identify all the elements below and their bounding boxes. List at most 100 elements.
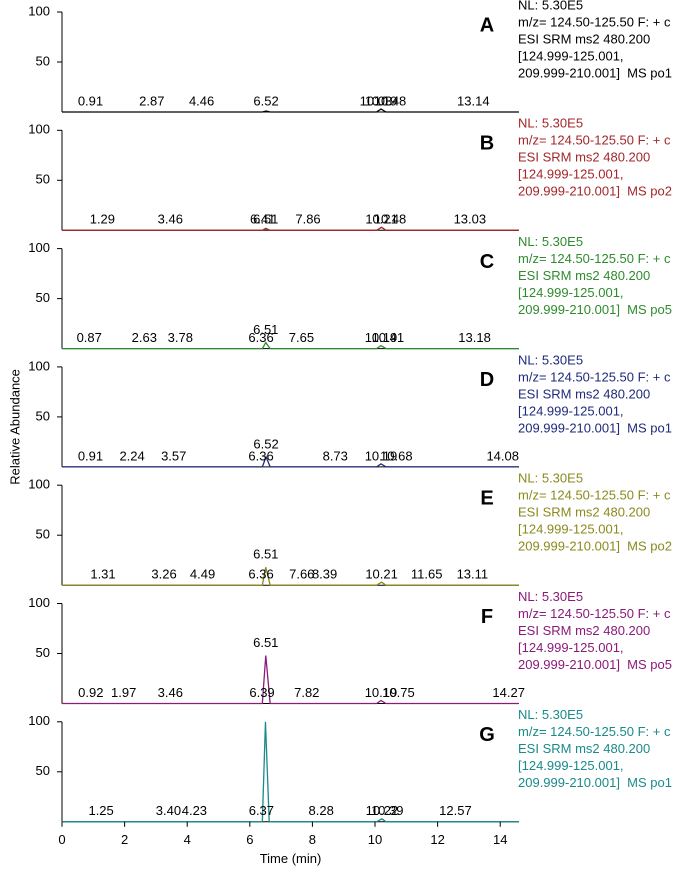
peak-label: 10.48 [374,212,407,227]
info-line: m/z= 124.50-125.50 F: + c [518,133,671,148]
info-line: NL: 5.30E5 [518,707,583,722]
peak-label: 10.19 [365,93,398,108]
peak-label: 3.46 [158,685,183,700]
y-tick-label: 100 [28,595,50,610]
peak-label: 8.73 [323,448,348,463]
peak-label: 2.63 [132,330,157,345]
peak-label: 4.46 [189,93,214,108]
info-line: [124.999-125.001, [518,758,624,773]
info-line: ESI SRM ms2 480.200 [518,31,650,46]
panel-letter letter: F [481,606,493,628]
panel-letter letter: A [480,14,494,36]
y-tick-label: 50 [36,172,50,187]
peak-label: 10.22 [366,803,399,818]
trace [62,721,519,823]
info-line: m/z= 124.50-125.50 F: + c [518,14,671,29]
peak-label: 6.41 [250,212,275,227]
info-line: NL: 5.30E5 [518,352,583,367]
peak-label: 10.41 [372,330,405,345]
y-tick-label: 50 [36,408,50,423]
peak-label: 6.51 [253,635,278,650]
peak-label: 3.78 [168,330,193,345]
peak-label: 10.03 [360,93,393,108]
info-line: [124.999-125.001, [518,522,624,537]
y-tick-label: 50 [36,53,50,68]
x-tick-label: 12 [430,832,444,847]
info-line: m/z= 124.50-125.50 F: + c [518,251,671,266]
peak-label: 0.92 [78,685,103,700]
peak-label: 6.37 [249,803,274,818]
peak-label: 6.52 [253,93,278,108]
peak-label: 12.57 [439,803,472,818]
peak-label: 13.11 [457,567,489,582]
info-line: [124.999-125.001, [518,285,624,300]
panel-letter letter: G [479,724,495,746]
info-line: 209.999-210.001] MS po1 [518,65,672,80]
x-tick-label: 14 [493,832,507,847]
peak-label: 14.08 [486,448,519,463]
x-tick-label: 0 [58,832,65,847]
info-line: ESI SRM ms2 480.200 [518,386,650,401]
x-tick-label: 8 [309,832,316,847]
peak-label: 2.87 [139,93,164,108]
info-line: [124.999-125.001, [518,403,624,418]
info-line: 209.999-210.001] MS po5 [518,302,672,317]
info-line: ESI SRM ms2 480.200 [518,505,650,520]
peak-label: 0.87 [77,330,102,345]
y-tick-label: 100 [28,713,50,728]
peak-label: 8.39 [312,567,337,582]
info-line: ESI SRM ms2 480.200 [518,741,650,756]
panel-letter letter: D [480,369,494,391]
y-tick-label: 100 [28,240,50,255]
peak-label: 7.65 [289,330,314,345]
peak-label: 4.49 [190,567,215,582]
peak-label: 10.19 [365,330,398,345]
peak-label: 1.97 [111,685,136,700]
panel-letter letter: E [480,487,493,509]
y-axis-label: Relative Abundance [7,369,22,485]
peak-label: 10.21 [365,212,398,227]
info-line: 209.999-210.001] MS po1 [518,775,672,790]
peak-label: 3.46 [158,212,183,227]
info-line: ESI SRM ms2 480.200 [518,623,650,638]
peak-label: 6.39 [249,685,274,700]
info-line: [124.999-125.001, [518,48,624,63]
peak-label: 10.68 [380,448,413,463]
x-axis-label: Time (min) [260,851,322,866]
peak-label: 13.14 [457,93,490,108]
info-line: [124.999-125.001, [518,167,624,182]
trace [62,567,519,586]
peak-label: 6.52 [253,436,278,451]
y-tick-label: 50 [36,290,50,305]
info-line: NL: 5.30E5 [518,0,583,12]
peak-label: 10.48 [374,93,407,108]
peak-label: 3.57 [161,448,186,463]
x-tick-label: 2 [121,832,128,847]
info-line: NL: 5.30E5 [518,471,583,486]
peak-label: 8.28 [309,803,334,818]
info-line: m/z= 124.50-125.50 F: + c [518,724,671,739]
peak-label: 6.51 [253,547,278,562]
peak-label: 10.39 [371,803,404,818]
info-line: m/z= 124.50-125.50 F: + c [518,606,671,621]
peak-label: 10.21 [365,567,398,582]
peak-label: 10.19 [365,448,398,463]
info-line: 209.999-210.001] MS po5 [518,657,672,672]
peak-label: 11.65 [411,567,443,582]
panel-letter letter: C [480,251,494,273]
peak-label: 6.36 [248,567,273,582]
y-tick-label: 100 [28,3,50,18]
peak-label: 4.23 [182,803,207,818]
trace [62,226,519,231]
info-line: ESI SRM ms2 480.200 [518,268,650,283]
peak-label: 7.86 [295,212,320,227]
peak-label: 6.36 [248,448,273,463]
peak-label: 0.91 [78,93,103,108]
peak-label: 2.24 [119,448,144,463]
peak-label: 3.40 [156,803,181,818]
y-tick-label: 50 [36,527,50,542]
x-tick-label: 6 [246,832,253,847]
peak-label: 3.26 [151,567,176,582]
info-line: 209.999-210.001] MS po2 [518,539,672,554]
